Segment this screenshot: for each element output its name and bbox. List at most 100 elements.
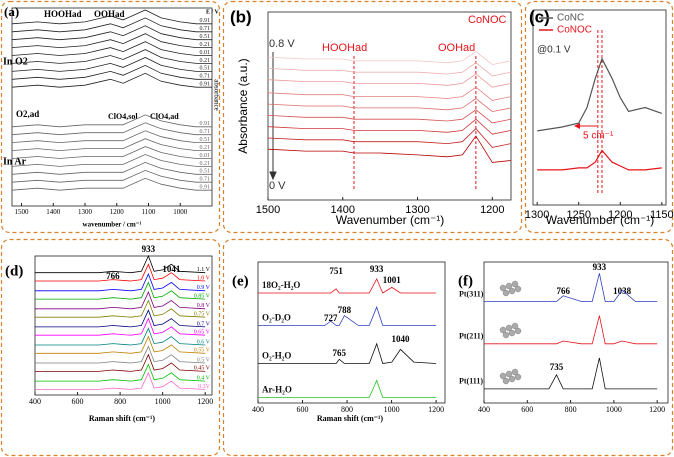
peak-label: 765 <box>333 348 347 358</box>
peak-label: 727 <box>324 313 338 323</box>
panel-label: (a) <box>4 4 19 19</box>
arrows <box>269 52 597 181</box>
trace-label: 1.1 V <box>197 267 211 273</box>
x-tick-label: 600 <box>297 405 309 414</box>
spectrum-line <box>484 357 658 390</box>
x-tick-label: 400 <box>252 405 264 414</box>
panel-label: (f) <box>458 273 473 289</box>
panel-border <box>0 238 221 457</box>
plot-frame <box>257 261 446 404</box>
plot-frame <box>483 261 669 404</box>
spectrum-line <box>267 98 512 113</box>
x-tick-label: 1000 <box>155 397 171 406</box>
spectrum-line <box>11 114 212 128</box>
trace-label: 0.55 V <box>194 348 211 354</box>
spectrum-line <box>537 149 662 171</box>
x-tick-label: 1500 <box>15 208 30 216</box>
x-tick-label: 1300 <box>78 208 93 216</box>
spectrum-line <box>35 281 206 300</box>
x-tick-label: 800 <box>341 405 353 414</box>
y-axis-label: absorbance <box>212 79 220 110</box>
spectrum-line <box>11 146 212 159</box>
trace-label: 0.01 <box>200 153 211 159</box>
panel-label: (d) <box>5 263 23 279</box>
trace-label: 0.21 <box>200 161 211 167</box>
trace-label: 0.9 V <box>197 285 211 291</box>
peak-label: 751 <box>329 266 343 276</box>
panel-border <box>0 0 221 234</box>
x-tick-label: 1100 <box>142 208 156 216</box>
spectrum-line <box>11 130 212 144</box>
x-tick-label: 1250 <box>566 209 590 221</box>
trace-label: 0.45 V <box>194 366 211 372</box>
x-tick-label: 1500 <box>256 204 280 216</box>
trace-label: Pt(111) <box>459 377 483 386</box>
plot-frame <box>532 9 667 206</box>
spectrum-line <box>267 109 512 124</box>
trace-label: 0.3V <box>198 384 211 390</box>
x-tick-label: 400 <box>478 405 490 414</box>
x-tick-label: 1400 <box>331 204 355 216</box>
trace-label: 0.71 <box>200 26 211 32</box>
spectrum-line <box>267 51 512 66</box>
arrow-head <box>574 123 580 129</box>
spectrum-line <box>35 327 206 346</box>
trace-label: 0.01 <box>200 50 211 56</box>
annotation: HOOHad <box>322 42 367 54</box>
peak-label: 788 <box>338 305 352 315</box>
trace-label: 0.51 <box>200 137 211 143</box>
trace-label: 0.8 V <box>197 303 211 309</box>
annotation: ClO4,sol <box>108 112 138 121</box>
trace-label: 0.51 <box>200 66 211 72</box>
x-tick-label: 1000 <box>606 405 622 414</box>
x-tick-label: 1000 <box>384 405 400 414</box>
trace-label: 0.5 V <box>197 357 211 363</box>
x-tick-label: 400 <box>29 397 41 406</box>
spectrum-line <box>258 277 437 294</box>
spectrum-line <box>11 25 212 41</box>
x-tick-label: 1200 <box>480 204 504 216</box>
x-tick-label: 600 <box>521 405 533 414</box>
peak-label: 766 <box>106 271 120 281</box>
trace-label: 0.51 <box>200 169 211 175</box>
spectrum-line <box>35 273 206 292</box>
x-axis-label: Wavenumber (cm⁻¹) <box>546 213 655 227</box>
spectrum-line <box>11 154 212 167</box>
trace-label: 0.91 <box>200 18 211 24</box>
trace-label: 0.91 <box>200 185 211 191</box>
trace-label: O₂-H₂O <box>262 351 291 361</box>
x-tick-label: 1200 <box>428 405 444 414</box>
spectrum-line <box>267 128 512 148</box>
spectrum-line <box>11 138 212 152</box>
x-axis-label: wavenumber / cm⁻¹ <box>83 221 142 229</box>
spectrum-line <box>267 135 512 163</box>
arrow-head <box>269 171 277 181</box>
spectrum-line <box>35 363 206 382</box>
spectrum-line <box>484 315 658 345</box>
peak-label: 1001 <box>383 275 402 285</box>
y-axis-label: Absorbance (a.u.) <box>236 58 250 153</box>
trace-label: 0.71 <box>200 129 211 135</box>
annotation: @0.1 V <box>537 45 571 56</box>
trace-label: 0.91 <box>200 82 211 88</box>
trace-label: 0.21 <box>200 42 211 48</box>
trace-label: Pt(211) <box>459 332 484 341</box>
spectrum-line <box>258 379 437 398</box>
spectrum-line <box>267 118 512 135</box>
peak-label: 933 <box>142 244 156 254</box>
legend-label: CoNC <box>557 13 584 24</box>
legend-label: CoNOC <box>557 25 592 36</box>
panel-border <box>222 0 523 234</box>
x-tick-label: 1400 <box>46 208 61 216</box>
spectrum-line <box>267 73 512 88</box>
spectrum-line <box>11 57 212 72</box>
spectrum-line <box>267 62 512 77</box>
annotation: 5 cm⁻¹ <box>583 131 614 142</box>
plot-frame <box>34 255 213 396</box>
trace-label: 0.75 V <box>194 312 211 318</box>
trace-label: 0.51 <box>200 34 211 40</box>
trace-label: Pt(311) <box>459 289 484 298</box>
spectrum-line <box>35 254 206 274</box>
spectrum-line <box>11 64 212 80</box>
